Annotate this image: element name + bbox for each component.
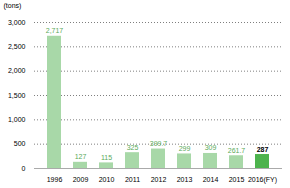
svg-text:261.7: 261.7 [228,147,246,154]
svg-text:(tons): (tons) [4,2,22,10]
svg-text:1996: 1996 [47,176,63,183]
svg-text:309: 309 [205,144,217,151]
svg-text:2015: 2015 [229,176,245,183]
svg-text:0: 0 [22,165,26,172]
svg-text:115: 115 [101,154,112,161]
svg-text:2011: 2011 [125,176,140,183]
svg-text:2010: 2010 [99,176,115,183]
svg-text:2014: 2014 [203,176,219,183]
svg-text:2013: 2013 [177,176,193,183]
svg-text:325: 325 [127,144,139,151]
svg-text:287: 287 [257,146,269,153]
svg-text:127: 127 [75,153,87,160]
svg-text:2,717: 2,717 [46,27,64,34]
svg-text:2012: 2012 [151,176,167,183]
svg-text:2,500: 2,500 [8,43,26,50]
svg-text:299: 299 [179,145,191,152]
svg-text:1,500: 1,500 [8,92,26,99]
svg-text:2009: 2009 [73,176,89,183]
svg-text:3,000: 3,000 [8,19,26,26]
svg-text:500: 500 [14,140,26,147]
svg-text:2,000: 2,000 [8,67,26,74]
svg-text:1,000: 1,000 [8,116,26,123]
svg-text:399.7: 399.7 [150,140,168,147]
svg-text:2016(FY): 2016(FY) [248,176,277,184]
